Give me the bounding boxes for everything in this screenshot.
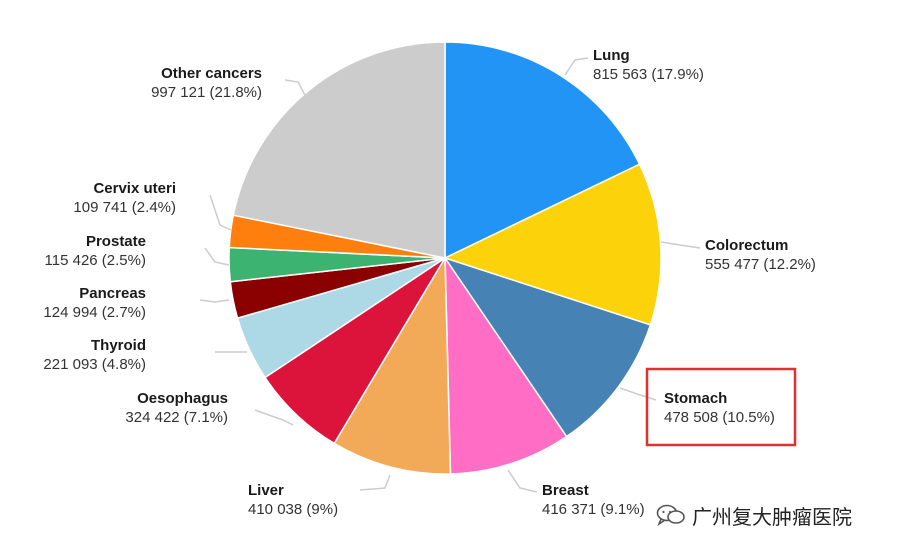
pie-slice-liver <box>333 255 452 475</box>
leader-line-stomach <box>619 387 657 401</box>
slice-value-stomach: 478 508 (10.5%) <box>664 409 775 426</box>
leader-line-other-cancers <box>284 79 307 98</box>
leader-line-oesophagus <box>254 409 294 426</box>
slice-label-pancreas: Pancreas <box>79 285 146 302</box>
slice-value-cervix-uteri: 109 741 (2.4%) <box>73 199 176 216</box>
slice-label-stomach: Stomach <box>664 390 727 407</box>
slice-label-lung: Lung <box>593 47 630 64</box>
watermark: 广州复大肿瘤医院 <box>656 500 852 530</box>
slice-value-colorectum: 555 477 (12.2%) <box>705 256 816 273</box>
slice-label-oesophagus: Oesophagus <box>137 390 228 407</box>
slice-value-breast: 416 371 (9.1%) <box>542 501 645 518</box>
pie-slice-breast <box>444 255 568 475</box>
leader-line-cervix-uteri <box>209 194 232 231</box>
leader-line-liver <box>359 474 391 491</box>
highlight-box <box>645 367 797 447</box>
slice-label-other-cancers: Other cancers <box>161 65 262 82</box>
slice-value-lung: 815 563 (17.9%) <box>593 66 704 83</box>
pie-slice-other-cancers <box>232 41 446 259</box>
leader-line-pancreas <box>199 299 230 303</box>
slice-label-liver: Liver <box>248 482 284 499</box>
watermark-text: 广州复大肿瘤医院 <box>692 504 852 529</box>
leader-line-breast <box>507 469 538 493</box>
slice-value-prostate: 115 426 (2.5%) <box>45 252 146 269</box>
pie-slice-stomach <box>443 256 652 438</box>
slice-label-colorectum: Colorectum <box>705 237 788 254</box>
slice-label-thyroid: Thyroid <box>91 337 146 354</box>
slice-label-cervix-uteri: Cervix uteri <box>93 180 176 197</box>
slice-value-oesophagus: 324 422 (7.1%) <box>125 409 228 426</box>
wechat-icon <box>656 504 685 526</box>
slice-value-other-cancers: 997 121 (21.8%) <box>151 84 262 101</box>
slice-label-breast: Breast <box>542 482 589 499</box>
slice-label-prostate: Prostate <box>86 233 146 250</box>
leader-line-prostate <box>204 247 230 266</box>
leader-line-lung <box>564 57 589 76</box>
leader-line-colorectum <box>660 241 701 249</box>
slice-value-thyroid: 221 093 (4.8%) <box>43 356 146 373</box>
pie-slice-lung <box>444 41 641 260</box>
pie-slice-colorectum <box>442 163 662 326</box>
slice-value-liver: 410 038 (9%) <box>248 501 338 518</box>
slice-value-pancreas: 124 994 (2.7%) <box>43 304 146 321</box>
